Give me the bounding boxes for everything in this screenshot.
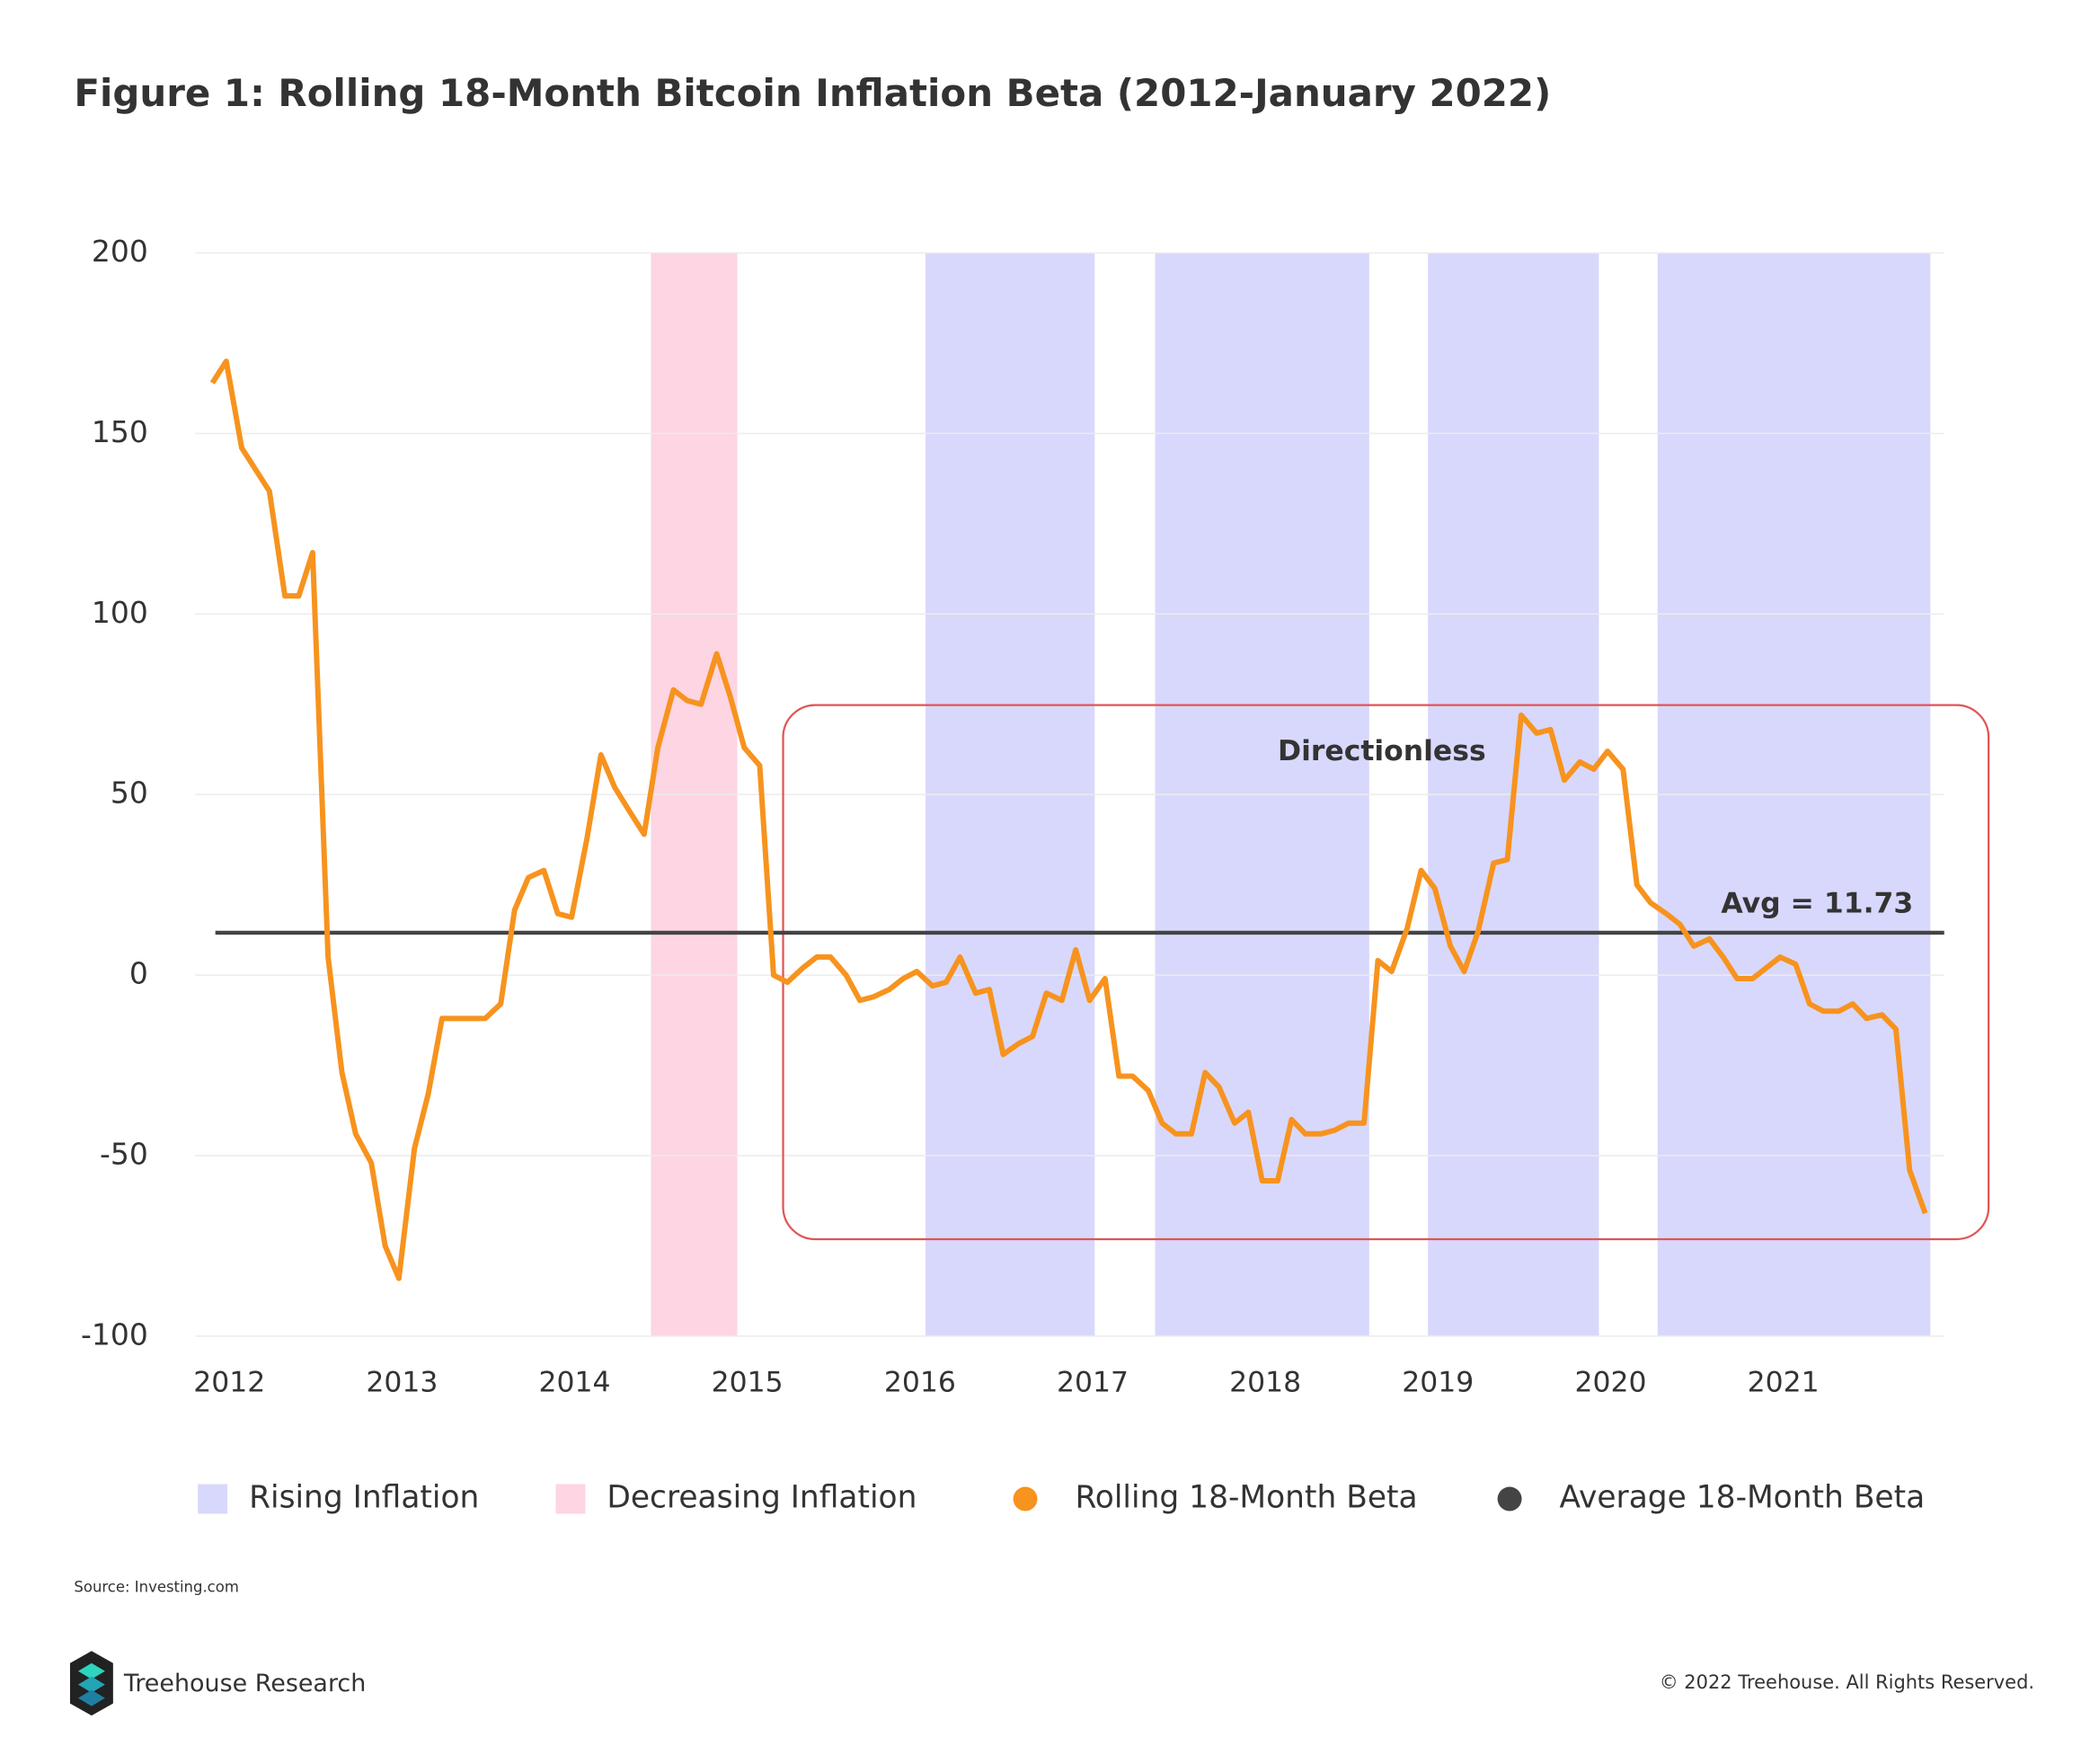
source: Source: Investing.com xyxy=(74,1578,238,1595)
series-line xyxy=(209,359,1928,1281)
legend-label: Average 18-Month Beta xyxy=(1559,1480,1925,1516)
x-tick-label: 2016 xyxy=(884,1366,956,1398)
brand: Treehouse Research xyxy=(123,1670,366,1698)
y-tick-label: 0 xyxy=(129,956,148,991)
x-tick-label: 2013 xyxy=(366,1366,438,1398)
y-tick-label: -100 xyxy=(81,1316,148,1352)
legend-swatch xyxy=(198,1484,228,1514)
chart-title: Figure 1: Rolling 18-Month Bitcoin Infla… xyxy=(74,71,1551,115)
annotation-box xyxy=(782,704,1990,1241)
y-tick-label: -50 xyxy=(100,1136,148,1171)
logo xyxy=(69,1651,113,1716)
x-tick-label: 2021 xyxy=(1748,1366,1820,1398)
x-tick-label: 2018 xyxy=(1229,1366,1301,1398)
y-tick-label: 150 xyxy=(92,414,148,449)
x-tick-label: 2012 xyxy=(193,1366,265,1398)
x-tick-label: 2019 xyxy=(1402,1366,1474,1398)
average-label: Avg = 11.73 xyxy=(1721,887,1913,919)
legend-label: Decreasing Inflation xyxy=(607,1480,917,1516)
legend-swatch xyxy=(1013,1486,1038,1511)
y-tick-label: 200 xyxy=(92,234,148,269)
legend-swatch xyxy=(1497,1486,1522,1511)
x-tick-label: 2017 xyxy=(1057,1366,1129,1398)
legend-swatch xyxy=(555,1484,586,1514)
y-tick-label: 100 xyxy=(92,595,148,630)
annotation: Directionless xyxy=(1278,735,1486,767)
legend-label: Rising Inflation xyxy=(249,1480,479,1516)
x-tick-label: 2014 xyxy=(539,1366,611,1398)
x-tick-label: 2020 xyxy=(1574,1366,1646,1398)
y-tick-label: 50 xyxy=(111,776,148,811)
x-tick-label: 2015 xyxy=(712,1366,784,1398)
legend-label: Rolling 18-Month Beta xyxy=(1075,1480,1417,1516)
copyright: © 2022 Treehouse. All Rights Reserved. xyxy=(1660,1671,2034,1693)
